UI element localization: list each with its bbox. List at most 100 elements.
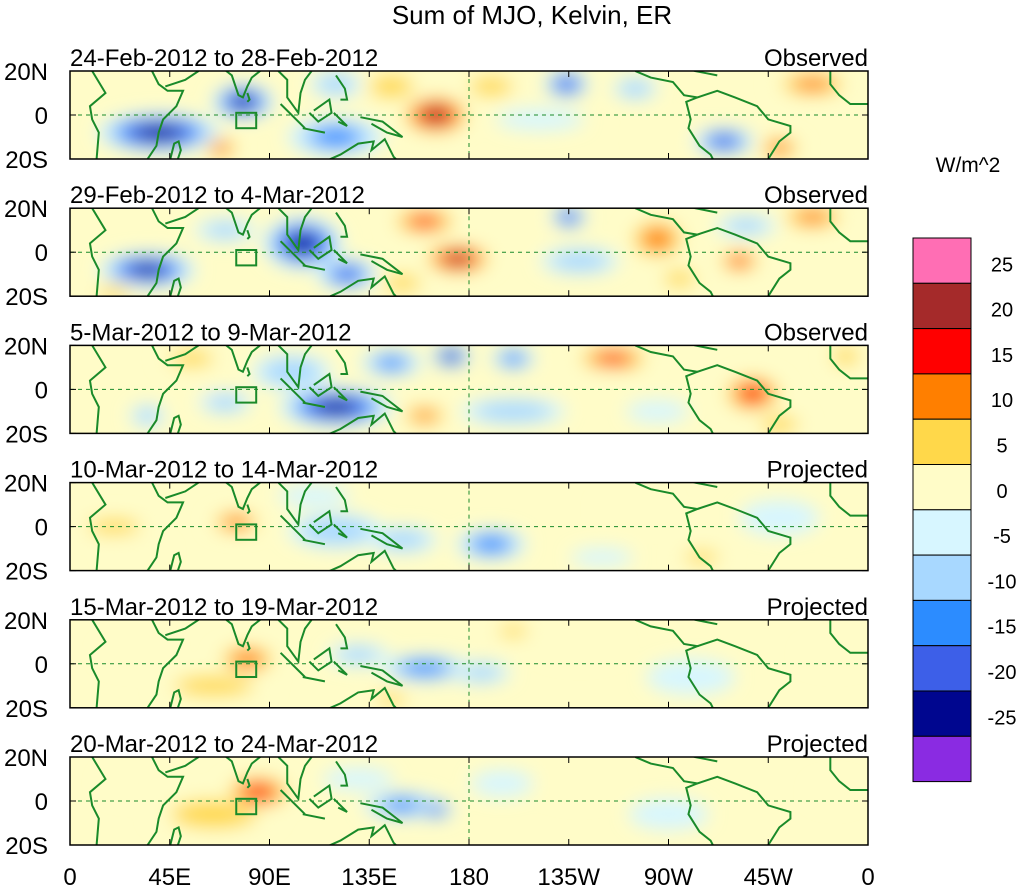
coastline-8 — [279, 240, 306, 267]
coastline-14 — [327, 686, 398, 708]
coastline-9 — [302, 538, 326, 546]
coastline-17 — [691, 345, 718, 351]
coastline-9 — [302, 127, 326, 134]
anomaly-cell-3-level-2 — [317, 75, 355, 94]
anomaly-cell-2-level-2 — [205, 223, 246, 238]
region-box — [235, 523, 258, 541]
coastline-3 — [169, 139, 182, 159]
coastline-11 — [333, 798, 348, 813]
coastline-15 — [634, 208, 714, 297]
coastline-12 — [335, 760, 349, 787]
anomaly-cell-6-level-2 — [619, 80, 652, 97]
coastline-10 — [308, 372, 333, 398]
coastline-7 — [277, 208, 313, 253]
colorbar-level-label: -10 — [988, 571, 1017, 593]
anomaly-cell-12-level-4 — [731, 256, 748, 266]
panels: 20N 0 20S 24-Feb-2012 to 28-Feb-2012 Observe… — [4, 45, 869, 860]
coastline-13 — [360, 116, 404, 138]
region-box — [235, 111, 258, 130]
region-box — [235, 660, 258, 678]
y-tick-label: 20N — [4, 745, 48, 772]
coastline-6 — [246, 92, 251, 103]
x-axis: 0 45E 90E 135E 180 135W 90W 45W 0 — [63, 864, 874, 889]
panel-4-field — [70, 482, 868, 571]
coastline-8 — [279, 377, 306, 404]
coastline-18 — [829, 71, 868, 105]
y-tick-label: 0 — [35, 652, 48, 679]
coastline-2 — [146, 757, 185, 845]
coastline-16 — [697, 226, 792, 297]
anomaly-cell-8-level-2 — [262, 359, 321, 385]
panel-2-coastlines — [88, 208, 868, 297]
colorbar-level-label: 25 — [991, 254, 1013, 276]
coastline-18 — [829, 482, 868, 517]
y-tick-label: 20N — [4, 59, 48, 86]
coastline-13 — [360, 253, 404, 276]
coastline-6 — [246, 229, 251, 240]
x-tick-label: 135W — [537, 864, 600, 889]
coastline-13 — [360, 390, 404, 413]
coastline-3 — [169, 277, 182, 297]
coastline-5 — [224, 482, 262, 511]
colorbar-swatch — [912, 509, 972, 556]
anomaly-cell-14-level-5 — [131, 263, 164, 276]
coastline-7 — [277, 345, 313, 390]
coastline-1 — [88, 71, 107, 159]
coastline-17 — [691, 619, 718, 626]
anomaly-cell-9-level-3 — [211, 142, 231, 154]
anomaly-cell-5-level-1 — [803, 644, 866, 666]
coastline-3 — [169, 551, 182, 571]
anomaly-cell-4-level-1 — [278, 484, 350, 507]
anomaly-cell-5-level-1 — [471, 770, 534, 797]
coastline-3 — [169, 414, 182, 434]
coastline-3 — [169, 825, 182, 845]
anomaly-cell-7-level-3 — [312, 127, 360, 147]
anomaly-cell-3-level-2 — [726, 218, 767, 233]
anomaly-cell-6-level-1 — [739, 500, 820, 536]
x-tick-label: 90W — [644, 864, 694, 889]
colorbar-swatch — [912, 645, 972, 692]
panel-label: Projected — [767, 731, 868, 758]
colorbar-level-label: 0 — [996, 481, 1007, 503]
y-tick-label: 0 — [35, 515, 48, 542]
coastline-14 — [327, 274, 398, 297]
anomaly-cell-7-level-2 — [551, 251, 609, 271]
coastline-12 — [335, 212, 349, 238]
coastline-1 — [88, 619, 107, 708]
anomaly-cell-12-level-3 — [400, 661, 449, 676]
colorbar-level-label: 10 — [991, 390, 1013, 412]
panel-3-coastlines — [88, 345, 868, 434]
anomaly-cell-10-level-2 — [833, 348, 859, 365]
anomaly-cell-13-level-3 — [471, 535, 511, 553]
coastline-10 — [308, 235, 333, 261]
coastline-15 — [634, 619, 714, 708]
anomaly-cell-7-level-2 — [761, 417, 798, 433]
anomaly-cell-1-level-1 — [637, 123, 700, 151]
coastline-8 — [279, 514, 306, 541]
coastline-12 — [335, 74, 349, 101]
coastline-4 — [165, 208, 200, 225]
coastline-15 — [634, 345, 714, 434]
coastline-11 — [333, 112, 348, 127]
panel-label: Projected — [767, 457, 868, 484]
anomaly-cell-2-level-1 — [105, 542, 168, 564]
coastline-14 — [327, 412, 398, 434]
coastline-16 — [697, 501, 792, 571]
panel-label: Observed — [764, 319, 868, 346]
anomaly-cell-9-level-2 — [684, 551, 719, 564]
coastline-17 — [691, 757, 718, 763]
anomaly-cell-11-level-3 — [412, 410, 438, 422]
anomaly-cell-4-level-1 — [101, 639, 172, 666]
coastline-1 — [88, 208, 107, 297]
anomaly-cell-10-level-2 — [378, 530, 427, 549]
y-tick-label: 0 — [35, 377, 48, 404]
coastline-12 — [335, 623, 349, 650]
y-tick-label: 20S — [5, 833, 48, 860]
coastline-7 — [277, 71, 313, 116]
coastline-5 — [224, 208, 262, 236]
y-tick-label: 20N — [4, 333, 48, 360]
anomaly-cell-13-level-3 — [501, 352, 526, 365]
anomaly-cell-8-level-3 — [641, 228, 673, 250]
anomaly-cell-17-level-5 — [444, 352, 459, 361]
coastline-14 — [327, 823, 398, 845]
